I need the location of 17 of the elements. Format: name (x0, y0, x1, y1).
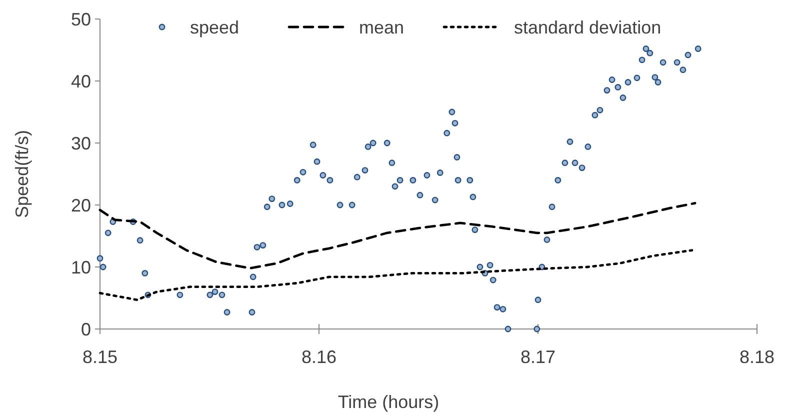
y-axis-title: Speed(ft/s) (12, 130, 32, 218)
y-tick-label: 30 (70, 133, 91, 154)
legend-label: mean (359, 17, 404, 38)
y-tick-label: 10 (70, 257, 91, 278)
y-tick-label: 0 (80, 319, 91, 340)
y-tick-label: 40 (70, 71, 91, 92)
y-tick-label: 50 (70, 9, 91, 30)
x-tick-label: 8.18 (739, 347, 775, 367)
y-tick-label: 20 (70, 195, 91, 216)
x-tick-label: 8.15 (82, 347, 118, 367)
legend-label: standard deviation (514, 17, 662, 38)
line-series (98, 202, 696, 270)
legend-label: speed (190, 17, 240, 38)
x-axis-title: Time (hours) (338, 392, 440, 412)
x-tick-label: 8.17 (520, 347, 556, 367)
line-series (98, 249, 694, 302)
x-tick-label: 8.16 (301, 347, 337, 367)
